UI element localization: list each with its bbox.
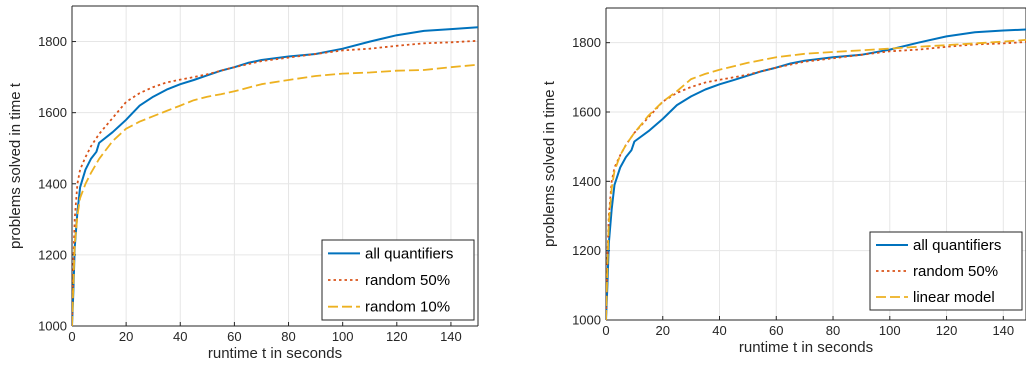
legend-label-1: all quantifiers bbox=[365, 245, 453, 262]
x-tick-label: 80 bbox=[826, 323, 840, 338]
x-tick-label: 100 bbox=[332, 329, 354, 344]
y-axis-label: problems solved in time t bbox=[541, 80, 558, 247]
x-tick-label: 60 bbox=[227, 329, 241, 344]
x-tick-label: 40 bbox=[712, 323, 726, 338]
y-tick-label: 1200 bbox=[38, 247, 67, 262]
x-tick-label: 0 bbox=[602, 323, 609, 338]
x-tick-label: 40 bbox=[173, 329, 187, 344]
x-tick-label: 140 bbox=[992, 323, 1014, 338]
series-group bbox=[606, 28, 1026, 320]
legend-label-1: all quantifiers bbox=[913, 237, 1001, 254]
x-tick-label: 0 bbox=[68, 329, 75, 344]
x-tick-label: 20 bbox=[119, 329, 133, 344]
x-tick-label: 120 bbox=[386, 329, 408, 344]
legend: all quantifiers random 50% random 10% bbox=[321, 239, 475, 321]
series-line-3 bbox=[72, 63, 478, 326]
legend-label-2: random 50% bbox=[365, 272, 450, 289]
y-tick-label: 1800 bbox=[38, 34, 67, 49]
y-tick-label: 1800 bbox=[572, 35, 601, 50]
y-tick-label: 1200 bbox=[572, 243, 601, 258]
series-line-2 bbox=[72, 39, 478, 326]
x-tick-label: 120 bbox=[936, 323, 958, 338]
x-tick-label: 60 bbox=[769, 323, 783, 338]
x-axis-label: runtime t in seconds bbox=[739, 339, 873, 356]
y-axis-label: problems solved in time t bbox=[7, 82, 24, 249]
legend-label-3: random 10% bbox=[365, 299, 450, 316]
series-line-1 bbox=[72, 26, 478, 326]
legend-label-3: linear model bbox=[913, 289, 995, 306]
series-line-3 bbox=[606, 39, 1026, 320]
y-tick-label: 1000 bbox=[38, 319, 67, 334]
x-tick-label: 100 bbox=[879, 323, 901, 338]
legend: all quantifiers random 50% linear model bbox=[869, 231, 1023, 311]
series-group bbox=[72, 26, 478, 326]
chart-panel-2: 0 20 40 60 80 100 120 140 1000 1200 1400 1600 1800 ru… bbox=[541, 7, 1026, 356]
y-tick-label: 1400 bbox=[38, 176, 67, 191]
chart-panel-1: 0 20 40 60 80 100 120 140 1000 1200 1400 1600 1800 ru… bbox=[7, 5, 479, 362]
x-tick-label: 80 bbox=[281, 329, 295, 344]
x-tick-label: 20 bbox=[656, 323, 670, 338]
x-tick-label: 140 bbox=[440, 329, 462, 344]
legend-label-2: random 50% bbox=[913, 263, 998, 280]
x-axis-label: runtime t in seconds bbox=[208, 345, 342, 362]
y-tick-label: 1600 bbox=[38, 105, 67, 120]
y-tick-label: 1600 bbox=[572, 105, 601, 120]
y-tick-label: 1000 bbox=[572, 313, 601, 328]
y-tick-label: 1400 bbox=[572, 174, 601, 189]
